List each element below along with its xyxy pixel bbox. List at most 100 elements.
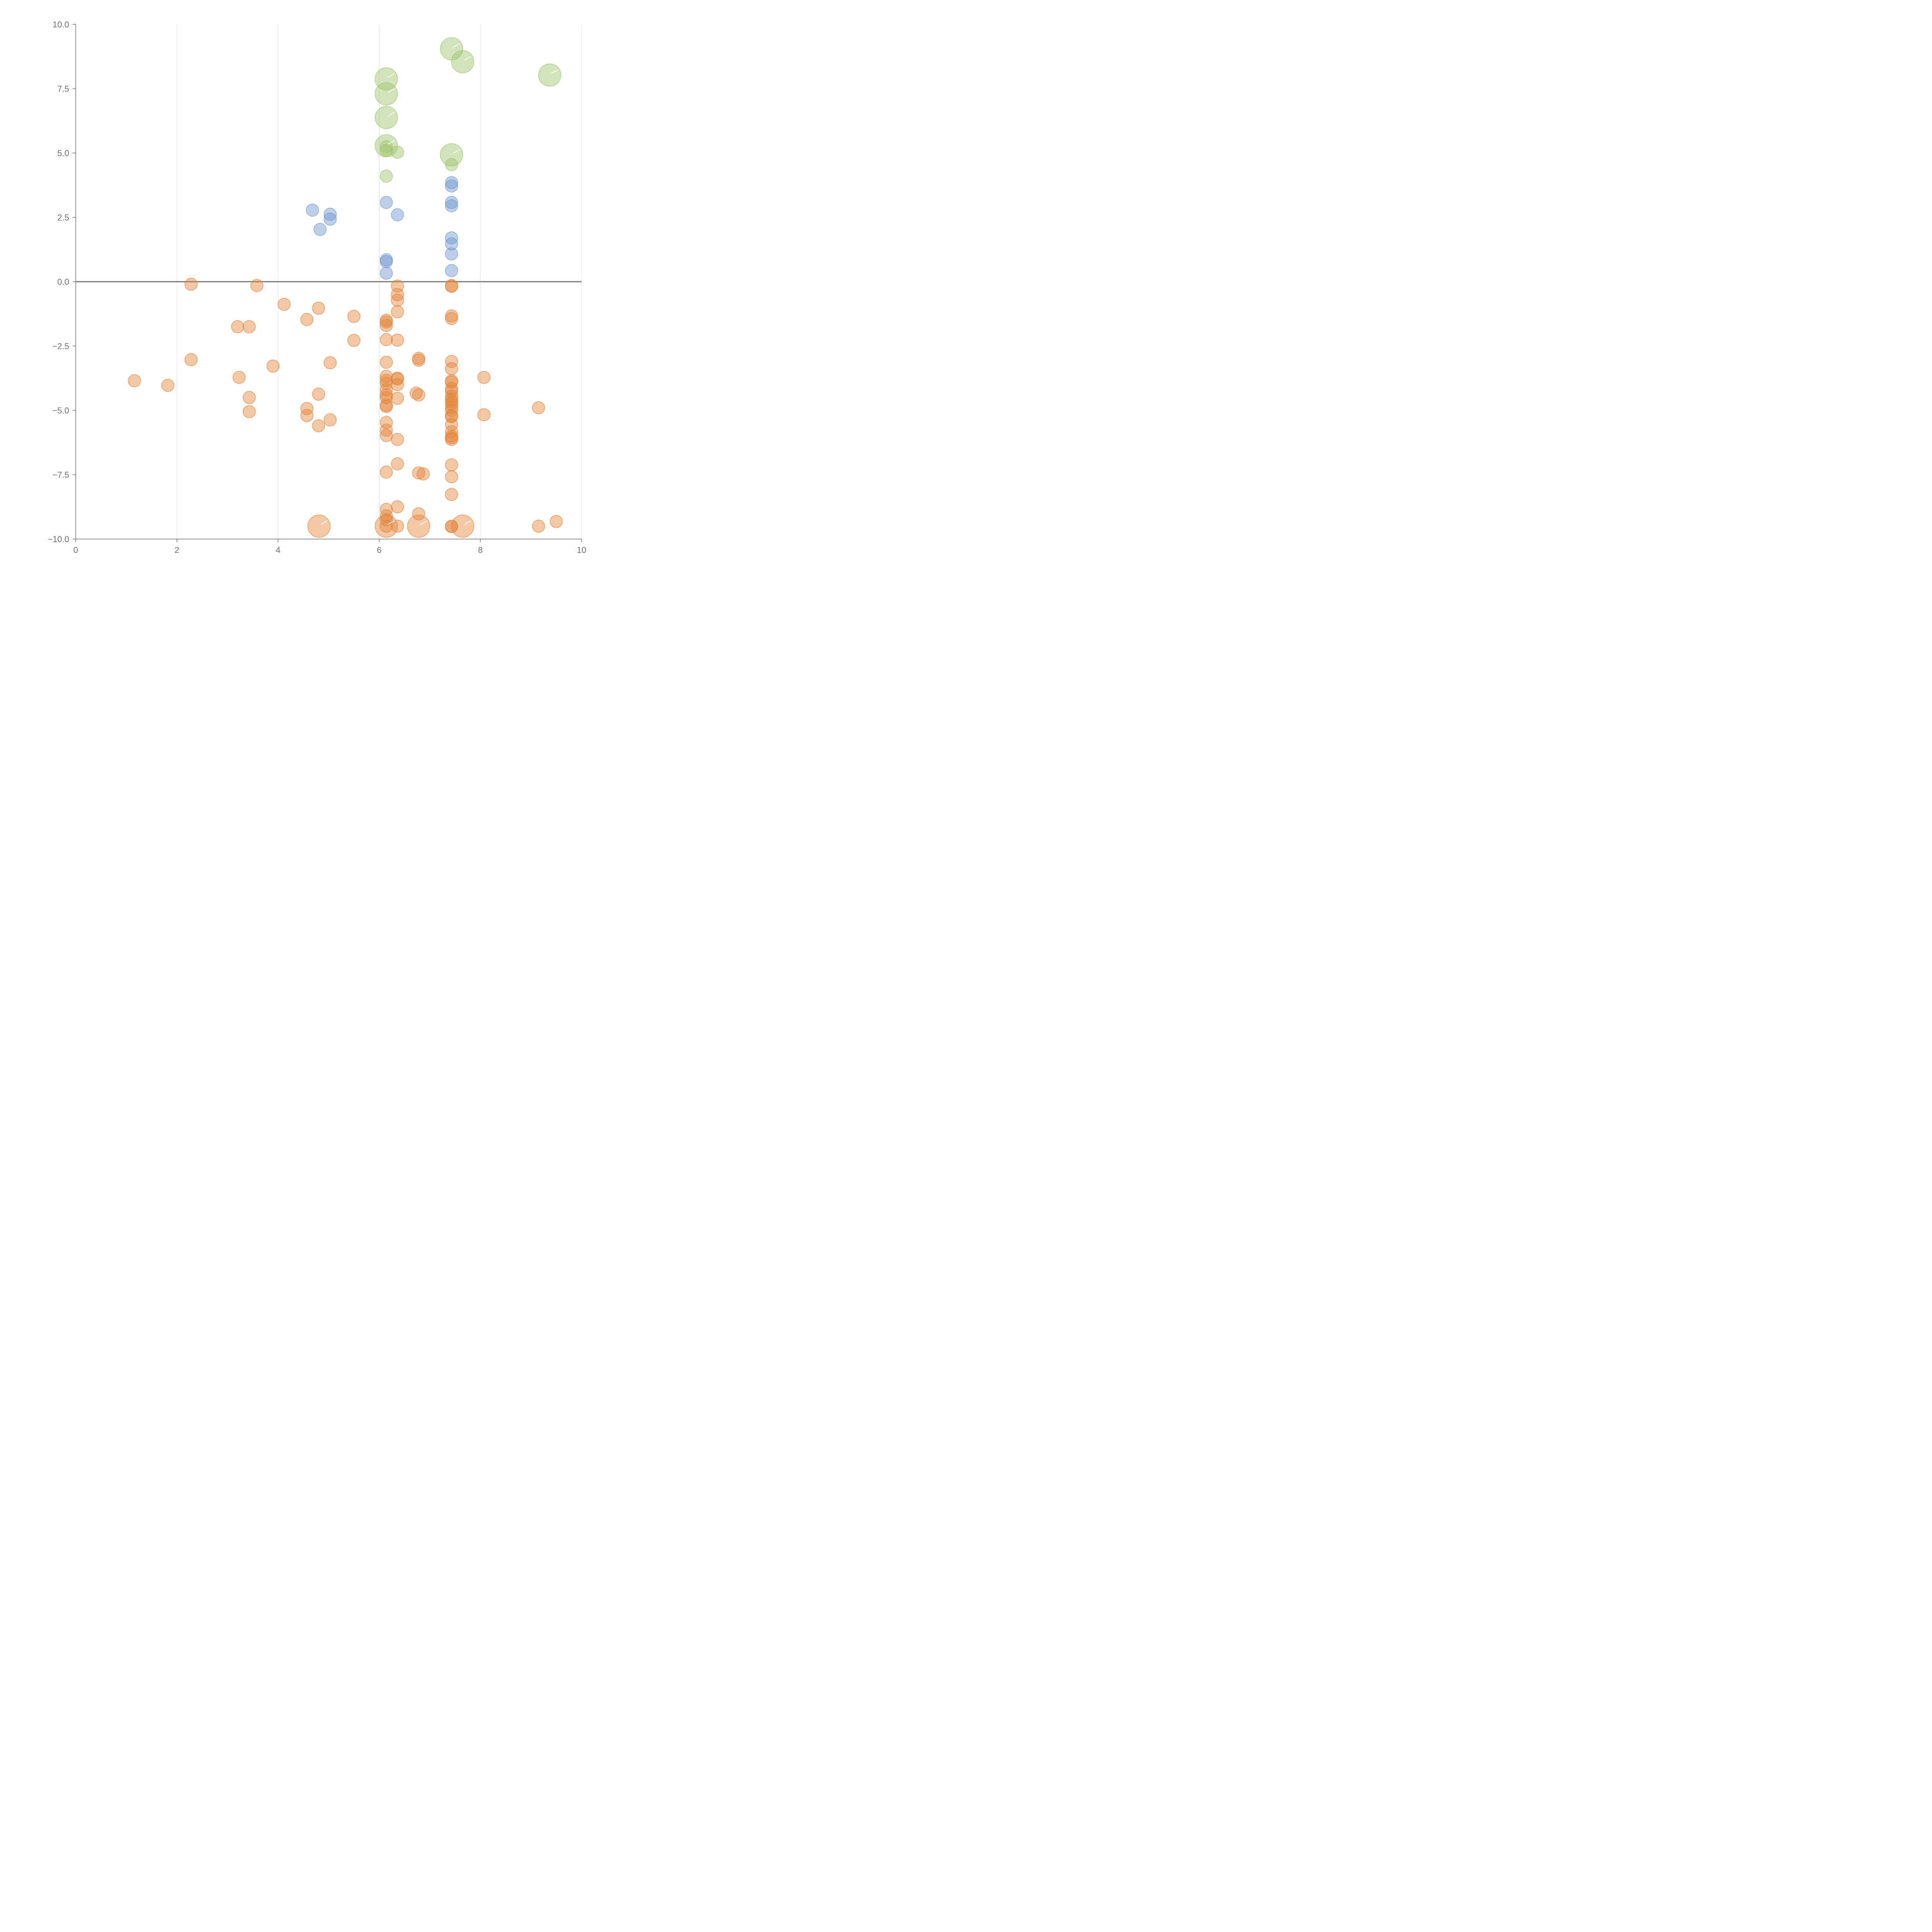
data-points <box>128 37 563 538</box>
data-point-green <box>451 50 474 73</box>
data-point-blue <box>379 255 393 269</box>
data-point-orange <box>379 465 393 479</box>
y-tick-label: −5.0 <box>53 406 69 415</box>
data-point-orange <box>407 514 430 538</box>
data-point-orange <box>391 457 404 471</box>
data-point-orange <box>128 374 141 388</box>
data-point-orange <box>445 279 458 293</box>
data-point-blue <box>445 237 458 251</box>
data-point-blue <box>306 203 319 217</box>
y-tick-label: 10.0 <box>53 20 69 29</box>
data-point-orange <box>477 408 491 422</box>
label-leader <box>551 69 559 74</box>
label-leader <box>453 43 461 48</box>
data-point-orange <box>379 319 393 332</box>
data-point-orange <box>445 312 458 325</box>
data-point-green <box>440 143 463 167</box>
data-point-orange <box>312 388 325 401</box>
data-point-orange <box>379 333 393 346</box>
x-tick-label: 8 <box>478 545 483 555</box>
data-point-orange <box>161 379 175 392</box>
data-point-orange <box>242 320 256 333</box>
x-tick-label: 4 <box>276 545 280 555</box>
data-point-blue <box>323 207 337 221</box>
label-leaders <box>320 43 559 525</box>
data-point-orange <box>391 519 404 533</box>
data-point-orange <box>347 333 361 347</box>
data-point-orange <box>379 519 393 533</box>
data-point-orange <box>532 519 545 533</box>
data-point-orange <box>391 333 404 347</box>
data-point-orange <box>312 419 325 432</box>
data-point-green <box>391 146 404 159</box>
data-point-blue <box>379 267 393 280</box>
data-point-blue <box>445 179 458 193</box>
data-point-orange <box>391 500 404 514</box>
label-leader <box>464 56 471 61</box>
data-point-orange <box>409 386 423 400</box>
data-point-orange <box>412 388 425 402</box>
data-point-blue <box>445 247 458 261</box>
data-point-orange <box>445 362 458 376</box>
data-point-orange <box>347 310 361 323</box>
data-point-orange <box>445 488 458 501</box>
data-point-orange <box>412 507 425 520</box>
data-point-green <box>379 144 393 157</box>
data-point-orange <box>445 355 458 368</box>
data-point-orange <box>391 293 404 307</box>
label-leader <box>388 520 395 525</box>
data-point-green <box>538 63 561 87</box>
y-tick-label: 5.0 <box>57 148 69 158</box>
data-point-orange <box>379 391 393 404</box>
data-point-orange <box>451 514 474 538</box>
y-tick-label: 7.5 <box>57 84 69 94</box>
data-point-orange <box>300 313 314 326</box>
label-leader <box>388 88 395 93</box>
data-point-orange <box>379 374 393 387</box>
data-point-blue <box>313 223 327 236</box>
x-tick-label: 6 <box>377 545 381 555</box>
y-tick-label: −2.5 <box>53 342 69 351</box>
y-tick-label: −10.0 <box>48 534 69 544</box>
label-leader <box>320 520 328 525</box>
label-leader <box>388 73 395 78</box>
data-point-orange <box>445 520 458 534</box>
x-tick-label: 2 <box>175 545 179 555</box>
data-point-orange <box>379 370 393 383</box>
label-leader <box>464 520 471 525</box>
data-point-blue <box>379 196 393 209</box>
data-point-orange <box>445 410 458 423</box>
data-point-orange <box>379 416 393 429</box>
data-point-green <box>379 169 393 183</box>
data-point-orange <box>379 509 393 523</box>
data-point-orange <box>391 288 404 301</box>
data-point-orange <box>312 301 325 315</box>
data-point-orange <box>391 378 404 391</box>
data-point-orange <box>532 401 545 415</box>
data-point-orange <box>379 383 393 396</box>
x-tick-label: 0 <box>73 545 78 555</box>
data-point-orange <box>307 514 331 538</box>
data-point-orange <box>391 391 404 405</box>
data-point-orange <box>445 470 458 483</box>
data-point-orange <box>232 371 246 384</box>
data-point-blue <box>445 196 458 209</box>
data-point-orange <box>277 298 291 311</box>
data-point-orange <box>184 277 198 291</box>
data-point-orange <box>412 466 425 480</box>
data-point-orange <box>323 356 337 369</box>
data-point-orange <box>412 354 425 367</box>
data-point-orange <box>445 458 458 472</box>
data-point-orange <box>231 320 244 333</box>
data-point-orange <box>323 413 337 427</box>
y-tick-label: 0.0 <box>57 277 69 287</box>
data-point-orange <box>242 405 256 418</box>
data-point-green <box>445 158 458 171</box>
data-point-orange <box>379 429 393 442</box>
data-point-blue <box>445 176 458 189</box>
data-point-orange <box>242 391 256 404</box>
y-tick-label: 2.5 <box>57 213 69 223</box>
data-point-blue <box>445 264 458 277</box>
data-point-orange <box>266 359 280 373</box>
axes: 0 2 4 6 8 10 10.0 7.5 5.0 2.5 0.0 −2.5 −5.0 −7.5 −10.0 <box>48 20 586 555</box>
